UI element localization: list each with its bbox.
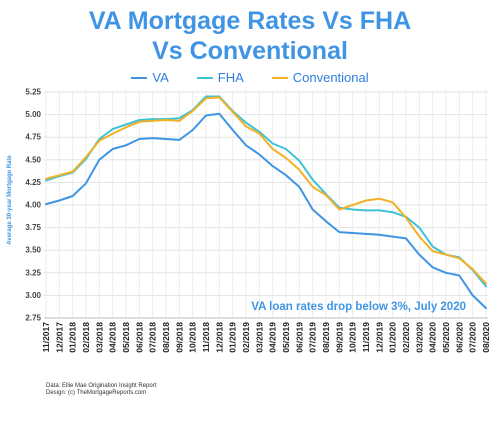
x-tick-label: 07/2018	[148, 322, 158, 353]
x-tick-labels: 11/2017 12/2017 01/2018 02/2018 03/2018 04/20…	[41, 322, 491, 353]
y-tick-label: 4.50	[25, 155, 41, 164]
x-tick-label: 01/2018	[68, 322, 78, 353]
x-tick-label: 12/2017	[54, 322, 64, 353]
y-tick-labels: 2.75 3.00 3.25 3.50 3.75 4.00 4.25 4.50 4.75 5.00…	[25, 88, 41, 323]
x-tick-label: 05/2018	[121, 322, 131, 353]
x-tick-label: 03/2020	[414, 322, 424, 353]
y-tick-label: 3.00	[25, 291, 41, 300]
x-tick-label: 04/2018	[108, 322, 118, 353]
y-tick-label: 3.25	[25, 268, 41, 277]
y-tick-label: 4.00	[25, 201, 41, 210]
legend-item-fha: FHA	[196, 70, 244, 85]
y-tick-label: 5.00	[25, 110, 41, 119]
legend-label-va: VA	[152, 70, 169, 85]
x-tick-label: 02/2018	[81, 322, 91, 353]
series-line-va	[45, 112, 487, 310]
x-tick-label: 11/2018	[201, 322, 211, 353]
x-tick-label: 05/2020	[441, 322, 451, 353]
legend-item-va: VA	[131, 70, 169, 85]
x-tick-label: 12/2018	[214, 322, 224, 353]
x-tick-label: 04/2020	[428, 322, 438, 353]
x-tick-label: 02/2020	[401, 322, 411, 353]
design-credit: Design: (c) TheMortgageReports.com	[46, 390, 147, 396]
x-tick-label: 09/2018	[174, 322, 184, 353]
x-tick-label: 11/2019	[361, 322, 371, 353]
x-tick-label: 01/2019	[228, 322, 238, 353]
x-tick-label: 01/2020	[388, 322, 398, 353]
x-tick-label: 11/2017	[41, 322, 51, 353]
y-axis-label: Average 30-year Mortgage Rate	[7, 155, 13, 245]
x-tick-label: 08/2019	[321, 322, 331, 353]
x-tick-label: 09/2019	[334, 322, 344, 353]
x-tick-label: 06/2018	[134, 322, 144, 353]
y-tick-label: 4.25	[25, 178, 41, 187]
x-tick-label: 03/2019	[254, 322, 264, 353]
chart-legend: VA FHA Conventional	[0, 70, 500, 85]
legend-item-conventional: Conventional	[271, 70, 369, 85]
x-tick-label: 10/2018	[188, 322, 198, 353]
y-tick-label: 3.75	[25, 223, 41, 232]
source-note: Data: Ellie Mae Origination Insight Repo…	[46, 383, 157, 389]
legend-swatch-conventional	[271, 76, 288, 79]
y-tick-label: 5.25	[25, 88, 41, 97]
x-tick-label: 06/2020	[454, 322, 464, 353]
legend-swatch-va	[131, 76, 148, 79]
x-tick-label: 08/2018	[161, 322, 171, 353]
series-line-fha	[45, 95, 487, 288]
chart-title-line1: VA Mortgage Rates Vs FHA	[88, 7, 412, 35]
series-line-conventional	[45, 96, 487, 285]
x-tick-label: 04/2019	[268, 322, 278, 353]
x-tick-label: 07/2020	[468, 322, 478, 353]
chart-annotation: VA loan rates drop below 3%, July 2020	[251, 301, 466, 313]
legend-label-fha: FHA	[217, 70, 244, 85]
chart-title-line2: Vs Conventional	[152, 37, 348, 65]
legend-label-conventional: Conventional	[292, 70, 369, 85]
legend-swatch-fha	[196, 76, 213, 79]
grid-layer	[44, 90, 488, 319]
y-tick-label: 3.50	[25, 246, 41, 255]
x-tick-label: 06/2019	[294, 322, 304, 353]
y-tick-label: 2.75	[25, 314, 41, 323]
x-tick-label: 03/2018	[94, 322, 104, 353]
y-tick-label: 4.75	[25, 133, 41, 142]
x-tick-label: 02/2019	[241, 322, 251, 353]
x-tick-label: 08/2020	[481, 322, 491, 353]
x-tick-label: 10/2019	[348, 322, 358, 353]
x-tick-label: 07/2019	[308, 322, 318, 353]
series-lines	[45, 95, 487, 310]
x-tick-label: 05/2019	[281, 322, 291, 353]
x-tick-label: 12/2019	[374, 322, 384, 353]
